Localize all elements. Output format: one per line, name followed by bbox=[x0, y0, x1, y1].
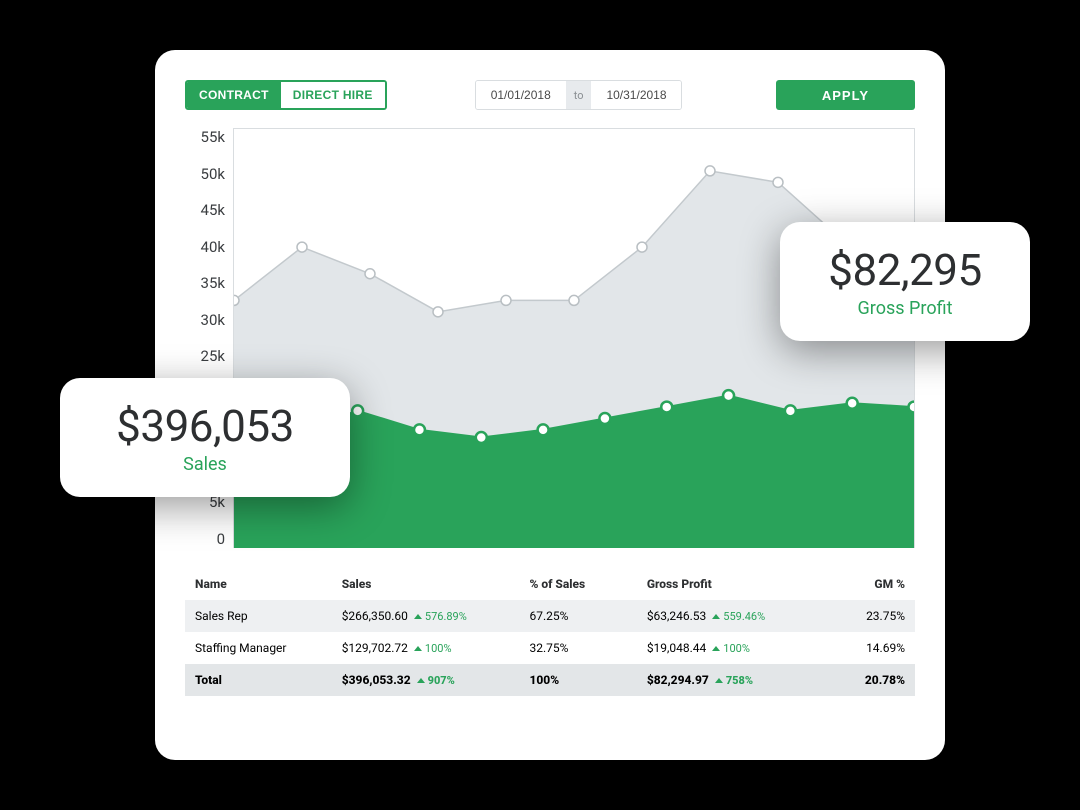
y-tick: 40k bbox=[201, 238, 225, 256]
direct-hire-tab[interactable]: DIRECT HIRE bbox=[281, 82, 385, 108]
table-row: Staffing Manager$129,702.72100%32.75%$19… bbox=[185, 632, 915, 664]
total-sales-delta: 907% bbox=[417, 674, 455, 687]
toolbar: CONTRACT DIRECT HIRE to APPLY bbox=[185, 80, 915, 110]
col-sales: Sales bbox=[342, 577, 530, 591]
total-gm: 20.78% bbox=[835, 673, 905, 687]
total-gp-value: $82,294.97 bbox=[647, 673, 709, 687]
cell-sales: $129,702.72100% bbox=[342, 641, 530, 655]
y-tick: 35k bbox=[201, 274, 225, 292]
table-body: Sales Rep$266,350.60576.89%67.25%$63,246… bbox=[185, 600, 915, 664]
total-gp-delta: 758% bbox=[715, 674, 753, 687]
cell-name: Staffing Manager bbox=[195, 641, 342, 655]
cell-pct: 67.25% bbox=[529, 609, 646, 623]
y-tick: 45k bbox=[201, 201, 225, 219]
total-sales-value: $396,053.32 bbox=[342, 673, 411, 687]
cell-gm: 23.75% bbox=[835, 609, 905, 623]
y-tick: 30k bbox=[201, 311, 225, 329]
y-tick: 25k bbox=[201, 347, 225, 365]
date-to-input[interactable] bbox=[591, 81, 681, 109]
cell-gp: $63,246.53559.46% bbox=[647, 609, 835, 623]
col-gross-profit: Gross Profit bbox=[647, 577, 835, 591]
hire-type-segment: CONTRACT DIRECT HIRE bbox=[185, 80, 387, 110]
date-to-label: to bbox=[566, 81, 592, 109]
total-name: Total bbox=[195, 673, 342, 687]
cell-gm: 14.69% bbox=[835, 641, 905, 655]
total-gp: $82,294.97 758% bbox=[647, 673, 835, 687]
total-pct: 100% bbox=[529, 673, 646, 687]
kpi-gp-card: $82,295 Gross Profit bbox=[780, 222, 1030, 341]
total-sales: $396,053.32 907% bbox=[342, 673, 530, 687]
y-tick: 55k bbox=[201, 128, 225, 146]
apply-button[interactable]: APPLY bbox=[776, 80, 915, 110]
table-total-row: Total $396,053.32 907% 100% $82,294.97 7… bbox=[185, 664, 915, 696]
contract-tab[interactable]: CONTRACT bbox=[187, 82, 281, 108]
kpi-gp-label: Gross Profit bbox=[808, 298, 1002, 319]
table-header-row: Name Sales % of Sales Gross Profit GM % bbox=[185, 568, 915, 600]
col-pct-sales: % of Sales bbox=[529, 577, 646, 591]
cell-pct: 32.75% bbox=[529, 641, 646, 655]
kpi-sales-card: $396,053 Sales bbox=[60, 378, 350, 497]
kpi-gp-value: $82,295 bbox=[808, 244, 1002, 296]
table-row: Sales Rep$266,350.60576.89%67.25%$63,246… bbox=[185, 600, 915, 632]
cell-name: Sales Rep bbox=[195, 609, 342, 623]
cell-sales: $266,350.60576.89% bbox=[342, 609, 530, 623]
date-from-input[interactable] bbox=[476, 81, 566, 109]
cell-gp: $19,048.44100% bbox=[647, 641, 835, 655]
y-tick: 0 bbox=[217, 530, 225, 548]
kpi-sales-label: Sales bbox=[88, 454, 322, 475]
kpi-sales-value: $396,053 bbox=[88, 400, 322, 452]
y-tick: 50k bbox=[201, 165, 225, 183]
date-range: to bbox=[475, 80, 683, 110]
summary-table: Name Sales % of Sales Gross Profit GM % … bbox=[185, 568, 915, 696]
col-name: Name bbox=[195, 577, 342, 591]
col-gm: GM % bbox=[835, 577, 905, 591]
